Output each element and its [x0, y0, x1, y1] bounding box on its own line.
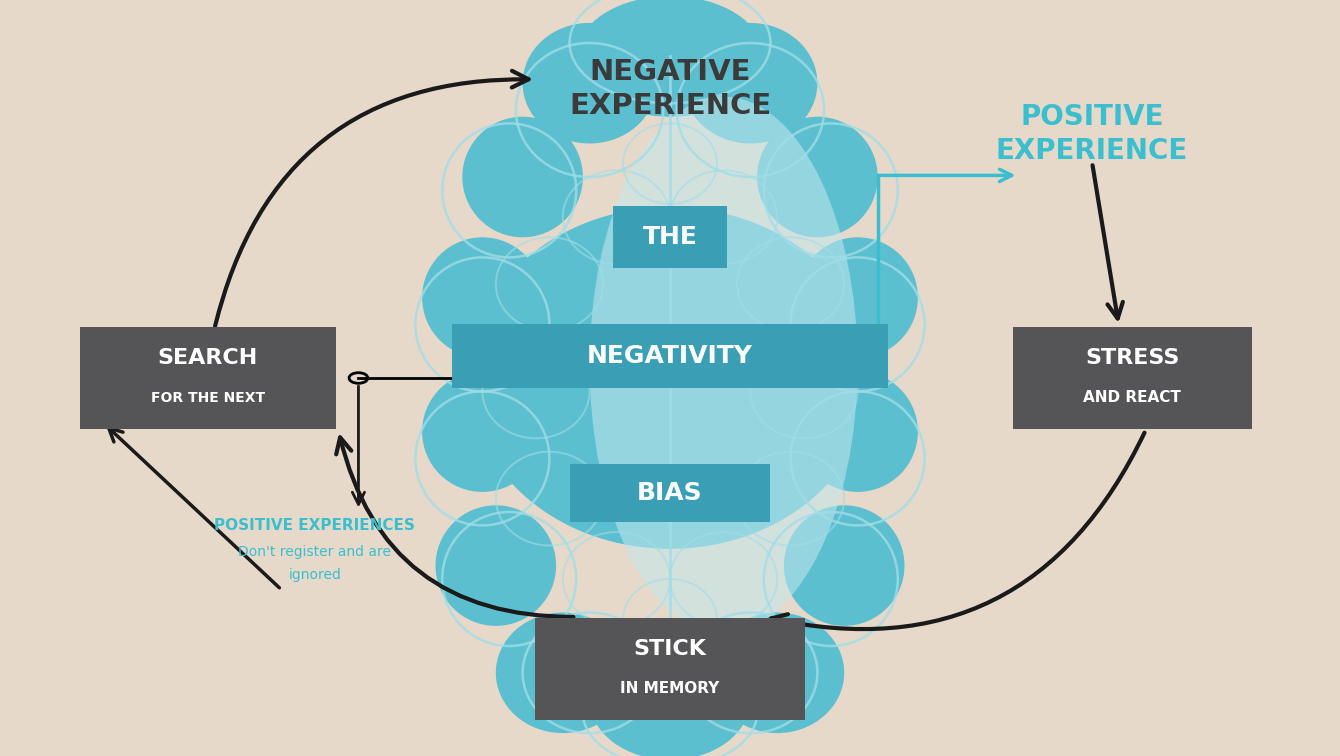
- Ellipse shape: [784, 505, 905, 626]
- Text: SEARCH: SEARCH: [158, 349, 257, 368]
- Text: POSITIVE EXPERIENCES: POSITIVE EXPERIENCES: [214, 518, 415, 533]
- FancyBboxPatch shape: [453, 324, 888, 389]
- Text: POSITIVE: POSITIVE: [1020, 103, 1164, 132]
- Ellipse shape: [496, 612, 630, 733]
- Ellipse shape: [683, 23, 817, 144]
- FancyBboxPatch shape: [535, 618, 804, 720]
- Text: EXPERIENCE: EXPERIENCE: [570, 91, 770, 120]
- Text: NEGATIVITY: NEGATIVITY: [587, 344, 753, 368]
- Ellipse shape: [422, 237, 543, 358]
- Ellipse shape: [590, 640, 750, 756]
- Ellipse shape: [576, 0, 764, 116]
- FancyBboxPatch shape: [80, 327, 335, 429]
- Ellipse shape: [422, 371, 543, 492]
- Ellipse shape: [436, 505, 556, 626]
- FancyBboxPatch shape: [614, 206, 726, 268]
- Text: ignored: ignored: [288, 568, 342, 581]
- Ellipse shape: [757, 116, 878, 237]
- Ellipse shape: [469, 207, 871, 549]
- Ellipse shape: [710, 612, 844, 733]
- Ellipse shape: [590, 97, 858, 633]
- Text: Don't register and are: Don't register and are: [239, 545, 391, 559]
- Ellipse shape: [462, 116, 583, 237]
- FancyBboxPatch shape: [1013, 327, 1252, 429]
- Ellipse shape: [523, 23, 657, 144]
- Text: STRESS: STRESS: [1085, 349, 1179, 368]
- Text: THE: THE: [643, 225, 697, 249]
- Text: STICK: STICK: [634, 640, 706, 659]
- Text: IN MEMORY: IN MEMORY: [620, 681, 720, 696]
- Ellipse shape: [797, 371, 918, 492]
- Text: BIAS: BIAS: [638, 481, 702, 505]
- Text: FOR THE NEXT: FOR THE NEXT: [150, 391, 265, 404]
- Text: EXPERIENCE: EXPERIENCE: [996, 137, 1189, 166]
- Text: NEGATIVE: NEGATIVE: [590, 57, 750, 86]
- Text: AND REACT: AND REACT: [1083, 390, 1182, 405]
- FancyBboxPatch shape: [570, 463, 770, 522]
- Ellipse shape: [797, 237, 918, 358]
